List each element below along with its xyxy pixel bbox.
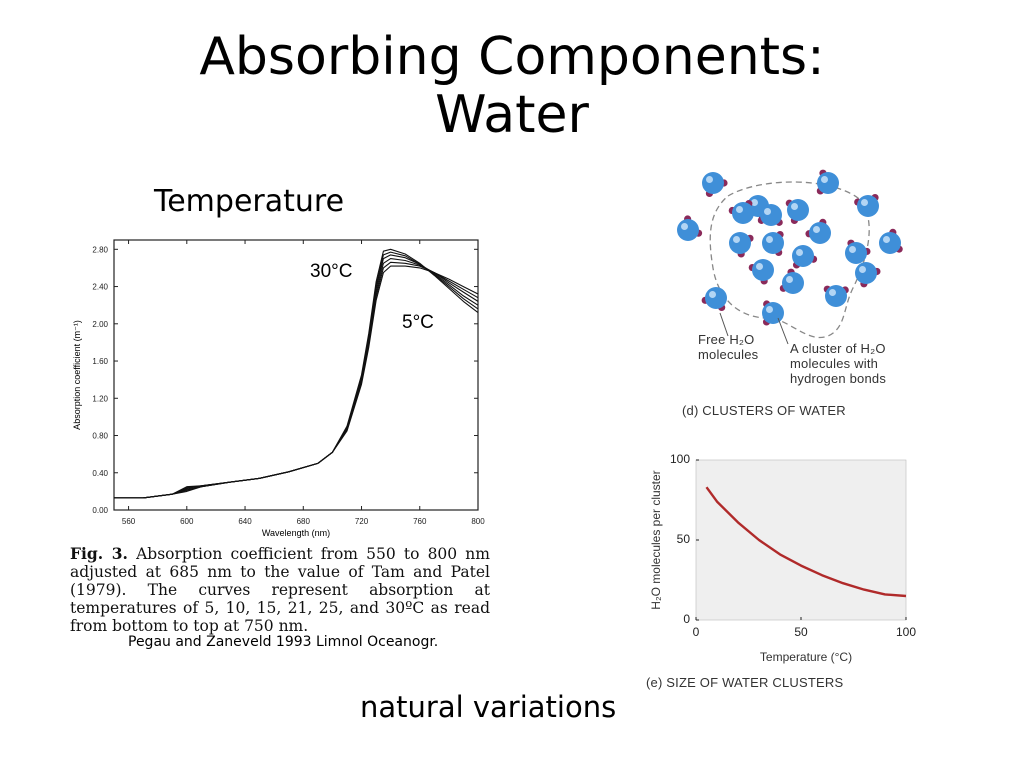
fig3-caption-lead: Fig. 3. [70, 544, 128, 563]
oxygen-atom [787, 199, 809, 221]
oxygen-atom [825, 285, 847, 307]
section-label: Temperature [154, 184, 345, 219]
oxygen-highlight [751, 199, 758, 206]
oxygen-highlight [706, 176, 713, 183]
fig3-caption-text: Absorption coefficient from 550 to 800 n… [70, 545, 490, 635]
cluster-size-y-label: H₂O molecules per cluster [649, 470, 663, 609]
oxygen-atom [762, 232, 784, 254]
oxygen-highlight [709, 291, 716, 298]
absorption-ticks: 560 600 640 680 720 760 800 0.00 0.40 0.80 1.20 1.6… [92, 240, 485, 526]
cluster-size-plot-area [695, 459, 907, 621]
cluster-label: A cluster of H₂O molecules with hydrogen… [790, 341, 887, 386]
y-tick-label: 2.80 [92, 245, 108, 254]
y-tick-label: 0.80 [92, 432, 108, 441]
x-tick-label: 800 [471, 517, 485, 526]
y-tick-label: 0.40 [92, 469, 108, 478]
series-line-5 [114, 248, 479, 499]
oxygen-atom [879, 232, 901, 254]
free-molecules-label: Free H₂O molecules [698, 332, 759, 362]
oxygen-highlight [786, 276, 793, 283]
y-tick-label: 0 [683, 612, 690, 626]
title-line-1: Absorbing Components: [199, 27, 825, 87]
oxygen-highlight [791, 203, 798, 210]
oxygen-atom [677, 219, 699, 241]
oxygen-highlight [766, 236, 773, 243]
x-tick-label: 0 [693, 625, 700, 639]
y-tick-label: 1.20 [92, 394, 108, 403]
oxygen-atom [705, 287, 727, 309]
x-tick-label: 50 [794, 625, 808, 639]
free-pointer-line [719, 312, 729, 337]
oxygen-highlight [756, 263, 763, 270]
absorption-y-label: Absorption coefficient (m⁻¹) [72, 320, 82, 430]
label-5c: 5°C [402, 312, 434, 333]
cluster-size-ticks: 0 50 100 0 50 100 [670, 452, 916, 639]
title-line-2: Water [435, 85, 589, 145]
y-tick-label: 2.40 [92, 283, 108, 292]
x-tick-label: 560 [122, 517, 136, 526]
series-line-0 [705, 486, 907, 598]
oxygen-highlight [736, 206, 743, 213]
x-tick-label: 720 [355, 517, 369, 526]
cluster-size-series [705, 486, 907, 598]
absorption-plot-frame [113, 239, 479, 511]
citation: Pegau and Zaneveld 1993 Limnol Oceanogr. [128, 634, 439, 650]
y-tick-label: 2.00 [92, 320, 108, 329]
oxygen-highlight [796, 249, 803, 256]
oxygen-highlight [883, 236, 890, 243]
oxygen-atom [782, 272, 804, 294]
oxygen-highlight [829, 289, 836, 296]
oxygen-atom [729, 232, 751, 254]
x-tick-label: 680 [297, 517, 311, 526]
oxygen-highlight [861, 199, 868, 206]
absorption-series [114, 248, 479, 499]
oxygen-highlight [733, 236, 740, 243]
fig3-caption: Fig. 3. Absorption coefficient from 550 … [70, 544, 490, 636]
oxygen-highlight [764, 208, 771, 215]
x-tick-label: 760 [413, 517, 427, 526]
oxygen-atom [857, 195, 879, 217]
oxygen-atom [760, 204, 782, 226]
oxygen-highlight [813, 226, 820, 233]
absorption-chart: 560 600 640 680 720 760 800 0.00 0.40 0.80 1.20 1.6… [72, 239, 485, 538]
oxygen-atom [845, 242, 867, 264]
size-panel-caption: (e) SIZE OF WATER CLUSTERS [646, 675, 844, 690]
water-clusters-diagram [677, 169, 903, 345]
oxygen-atom [702, 172, 724, 194]
oxygen-atom [817, 172, 839, 194]
clusters-panel-caption: (d) CLUSTERS OF WATER [682, 403, 846, 418]
oxygen-atom [809, 222, 831, 244]
x-tick-label: 640 [238, 517, 252, 526]
x-tick-label: 100 [896, 625, 916, 639]
oxygen-atom [752, 259, 774, 281]
absorption-x-label: Wavelength (nm) [262, 528, 330, 538]
oxygen-atom [732, 202, 754, 224]
y-tick-label: 1.60 [92, 357, 108, 366]
oxygen-atom [762, 302, 784, 324]
footer-note: natural variations [360, 690, 617, 724]
label-30c: 30°C [310, 261, 352, 282]
slide-title: Absorbing Components: Water [0, 28, 1024, 144]
y-tick-label: 100 [670, 452, 690, 466]
oxygen-highlight [766, 306, 773, 313]
y-tick-label: 50 [677, 532, 691, 546]
cluster-size-chart: 0 50 100 0 50 100 Temperature (°C) H₂O molecu… [649, 452, 916, 664]
cluster-size-x-label: Temperature (°C) [760, 650, 852, 664]
oxygen-atom [855, 262, 877, 284]
x-tick-label: 600 [180, 517, 194, 526]
cluster-pointer-line [777, 317, 789, 345]
oxygen-highlight [859, 266, 866, 273]
cluster-boundary [709, 181, 870, 339]
y-tick-label: 0.00 [92, 506, 108, 515]
oxygen-atom [792, 245, 814, 267]
oxygen-highlight [821, 176, 828, 183]
oxygen-highlight [681, 223, 688, 230]
oxygen-highlight [849, 246, 856, 253]
